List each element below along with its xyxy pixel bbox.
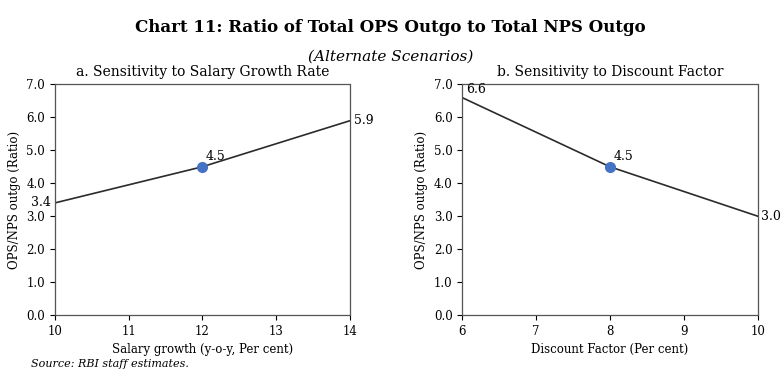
Title: a. Sensitivity to Salary Growth Rate: a. Sensitivity to Salary Growth Rate xyxy=(76,65,329,79)
X-axis label: Discount Factor (Per cent): Discount Factor (Per cent) xyxy=(531,343,689,356)
Text: 3.4: 3.4 xyxy=(31,197,51,209)
Y-axis label: OPS/NPS outgo (Ratio): OPS/NPS outgo (Ratio) xyxy=(415,131,428,269)
Text: 4.5: 4.5 xyxy=(614,151,633,164)
Text: 4.5: 4.5 xyxy=(206,151,226,164)
Text: Chart 11: Ratio of Total OPS Outgo to Total NPS Outgo: Chart 11: Ratio of Total OPS Outgo to To… xyxy=(135,19,646,36)
Text: 6.6: 6.6 xyxy=(466,83,486,96)
Text: 5.9: 5.9 xyxy=(354,114,373,127)
Text: Source: RBI staff estimates.: Source: RBI staff estimates. xyxy=(31,359,189,369)
X-axis label: Salary growth (y-o-y, Per cent): Salary growth (y-o-y, Per cent) xyxy=(112,343,293,356)
Text: 3.0: 3.0 xyxy=(761,210,781,223)
Text: (Alternate Scenarios): (Alternate Scenarios) xyxy=(308,50,473,64)
Title: b. Sensitivity to Discount Factor: b. Sensitivity to Discount Factor xyxy=(497,65,723,79)
Y-axis label: OPS/NPS outgo (Ratio): OPS/NPS outgo (Ratio) xyxy=(8,131,20,269)
